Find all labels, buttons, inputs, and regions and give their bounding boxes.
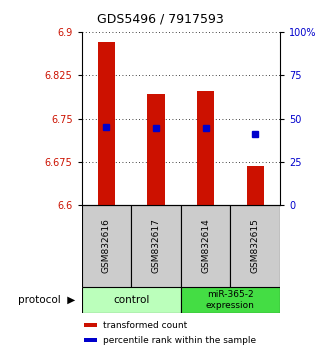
Bar xyxy=(131,205,181,287)
Text: control: control xyxy=(113,295,149,305)
Bar xyxy=(84,323,97,327)
Bar xyxy=(147,94,165,205)
Bar xyxy=(98,42,115,205)
Text: GSM832617: GSM832617 xyxy=(151,218,161,274)
Bar xyxy=(246,166,264,205)
Text: GDS5496 / 7917593: GDS5496 / 7917593 xyxy=(97,12,223,25)
Bar xyxy=(181,287,280,313)
Bar xyxy=(181,205,230,287)
Bar xyxy=(82,287,181,313)
Bar xyxy=(230,205,280,287)
Text: percentile rank within the sample: percentile rank within the sample xyxy=(103,336,256,344)
Bar xyxy=(82,205,131,287)
Bar xyxy=(197,91,214,205)
Text: GSM832614: GSM832614 xyxy=(201,219,210,273)
Text: protocol  ▶: protocol ▶ xyxy=(18,295,75,305)
Text: GSM832616: GSM832616 xyxy=(102,218,111,274)
Text: miR-365-2
expression: miR-365-2 expression xyxy=(206,290,255,310)
Text: transformed count: transformed count xyxy=(103,321,187,330)
Bar xyxy=(84,338,97,342)
Text: GSM832615: GSM832615 xyxy=(251,218,260,274)
